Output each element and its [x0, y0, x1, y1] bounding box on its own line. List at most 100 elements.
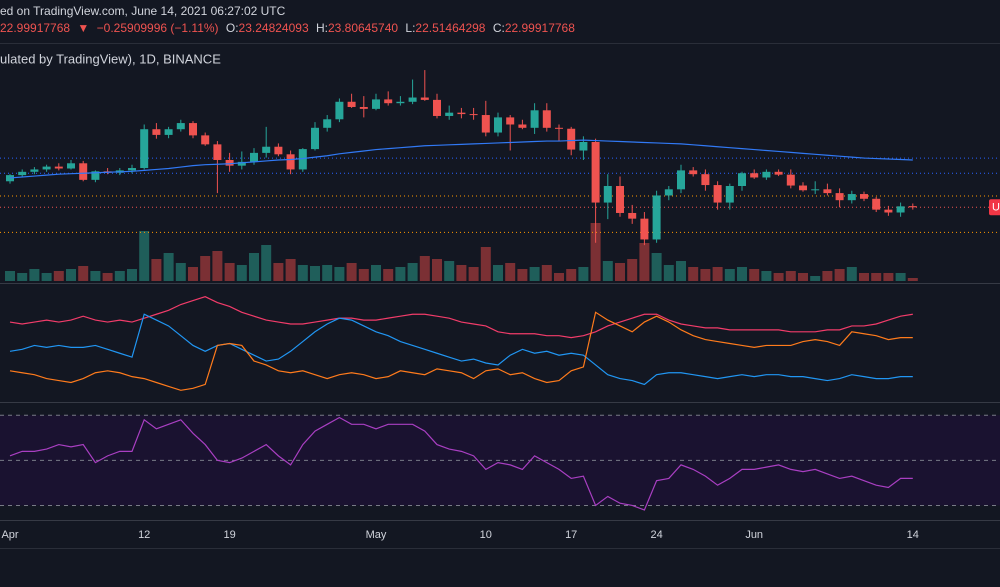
volume-bar: [785, 271, 796, 281]
line: [9, 139, 913, 179]
line: [9, 296, 913, 339]
price-tag: U: [992, 201, 1000, 213]
volume-bar: [346, 263, 357, 281]
candle-body: [567, 128, 576, 150]
x-tick-label: 10: [480, 529, 492, 541]
candle-body: [786, 174, 795, 186]
ohlc-label: O:: [226, 21, 239, 35]
symbol-line: ulated by TradingView), 1D, BINANCE: [0, 51, 221, 66]
change: −0.25909996 (−1.11%): [97, 21, 219, 35]
volume-bar: [224, 263, 235, 281]
volume-bar: [5, 271, 15, 281]
volume-bar: [724, 269, 735, 281]
candle-body: [372, 99, 380, 109]
candle-body: [738, 173, 746, 187]
ohlc-value: 22.51464298: [415, 21, 485, 35]
volume-bar: [407, 263, 418, 281]
volume-bar: [529, 267, 540, 281]
volume-bar: [505, 263, 516, 281]
x-tick-label: 14: [907, 529, 919, 541]
volume-bar: [761, 271, 772, 281]
candle-body: [164, 129, 173, 135]
candle-body: [652, 195, 661, 240]
volume-bar: [66, 269, 76, 281]
candle-body: [201, 135, 210, 145]
candle-body: [689, 170, 698, 175]
candle-body: [579, 141, 588, 151]
candle-body: [91, 171, 100, 180]
volume-bar: [456, 265, 467, 281]
x-tick-label: 17: [565, 529, 577, 541]
candle-body: [701, 174, 710, 186]
volume-bar: [895, 273, 906, 281]
candle-body: [6, 175, 14, 182]
volume-bar: [297, 265, 308, 281]
volume-bar: [163, 253, 174, 281]
candle-body: [762, 171, 771, 178]
candle-body: [225, 159, 234, 166]
candle-body: [481, 115, 490, 133]
line: [9, 311, 913, 391]
candle-body: [213, 144, 222, 160]
candle-body: [128, 168, 136, 171]
volume-bar: [468, 267, 479, 281]
candle-body: [872, 198, 881, 210]
volume-bar: [676, 261, 686, 281]
candle-body: [847, 194, 856, 201]
candle-body: [896, 206, 905, 213]
volume-bar: [102, 273, 113, 281]
volume-bar: [846, 267, 857, 281]
ohlc-line: 22.99917768 ▼ −0.25909996 (−1.11%) O:23.…: [0, 21, 575, 35]
candle-body: [67, 163, 75, 169]
candle-body: [420, 97, 429, 100]
candle-body: [30, 169, 39, 172]
indicator-panes: Apr 12 19 May 10 17 24 Jun 14: [0, 296, 1000, 541]
candle-body: [506, 117, 515, 125]
volume-bar: [188, 267, 198, 281]
ohlc-value: 23.80645740: [328, 21, 398, 35]
volume-bar: [444, 261, 455, 281]
candle-body: [725, 186, 734, 203]
volume-bar: [883, 273, 894, 281]
candle-body: [823, 189, 832, 194]
ohlc-label: H:: [316, 21, 328, 35]
volume-bar: [371, 265, 381, 281]
candle-body: [359, 106, 368, 109]
candle-body: [494, 117, 502, 133]
candle-body: [311, 127, 319, 150]
volume-bar: [517, 269, 528, 281]
volume-bar: [139, 231, 150, 281]
volume-bar: [700, 269, 711, 281]
volume-bar: [688, 267, 699, 281]
volume-bar: [871, 273, 882, 281]
header-line: ed on TradingView.com, June 14, 2021 06:…: [0, 4, 286, 18]
candle-body: [237, 161, 246, 166]
volume-bar: [273, 263, 284, 281]
candle-body: [335, 101, 344, 120]
candle-body: [152, 129, 161, 135]
volume-bar: [578, 267, 589, 281]
candle-body: [518, 124, 527, 128]
volume-bar: [53, 271, 64, 281]
volume-bar: [639, 243, 650, 281]
x-tick-label: Apr: [1, 529, 18, 541]
volume-bar: [114, 271, 125, 281]
volume-bar: [566, 269, 577, 281]
candle-body: [408, 97, 417, 102]
candle-body: [591, 141, 600, 203]
ohlc-value: 22.99917768: [505, 21, 575, 35]
candle-body: [298, 149, 307, 170]
candle-body: [433, 99, 441, 116]
volume-bar: [310, 266, 320, 281]
candle-body: [750, 173, 759, 178]
volume-bar: [200, 256, 211, 281]
volume-bar: [151, 259, 162, 281]
volume-bar: [17, 273, 28, 281]
volume-bar: [773, 273, 784, 281]
volume-bar: [822, 271, 833, 281]
ohlc-value: 23.24824093: [239, 21, 309, 35]
change-arrow: ▼: [77, 21, 89, 35]
x-tick-label: 12: [138, 529, 150, 541]
volume-bar: [29, 269, 40, 281]
